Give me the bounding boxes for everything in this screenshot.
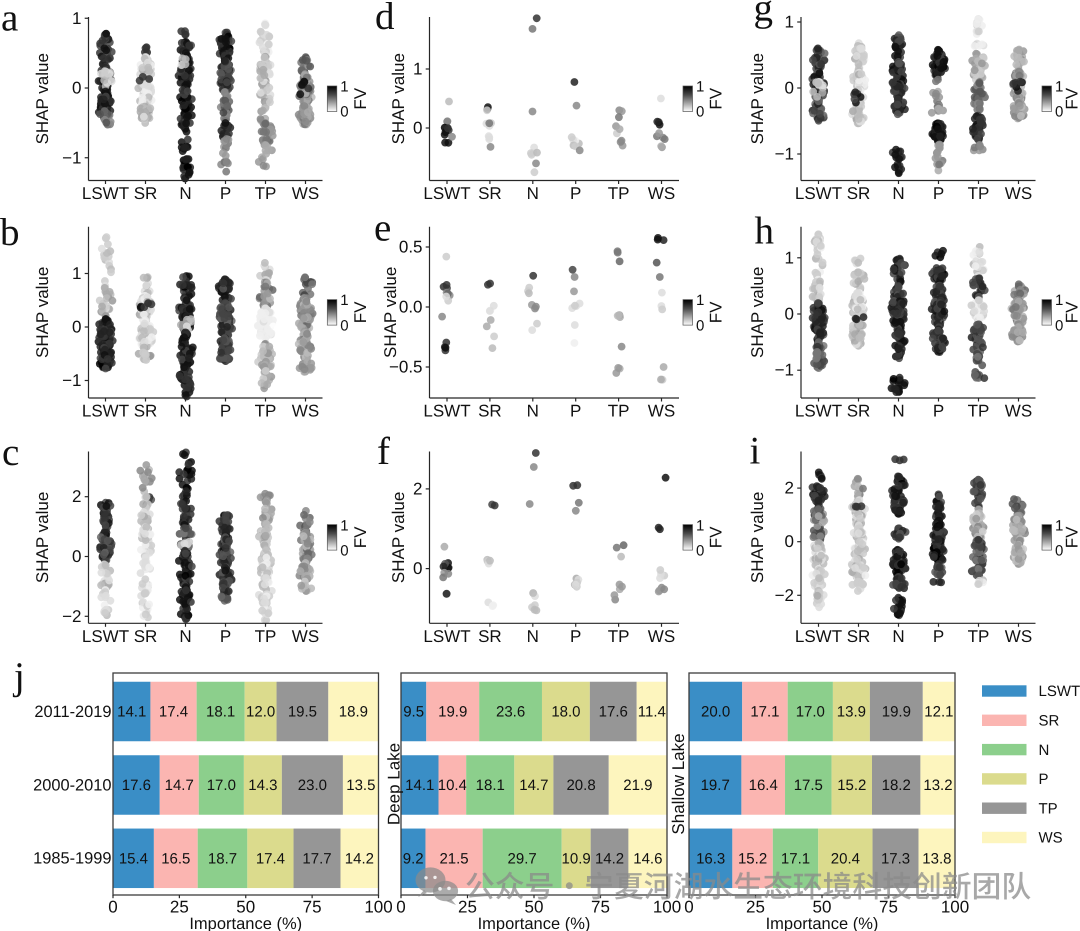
svg-text:N: N [527,627,539,646]
svg-text:0: 0 [413,119,422,138]
svg-text:WS: WS [1005,402,1032,421]
svg-text:FV: FV [1063,87,1080,109]
svg-text:LSWT: LSWT [423,627,470,646]
svg-text:LSWT: LSWT [795,184,842,203]
svg-text:N: N [179,627,191,646]
svg-text:FV: FV [351,301,370,323]
svg-text:0: 0 [72,547,81,566]
svg-text:LSWT: LSWT [423,184,470,203]
svg-text:1: 1 [340,79,348,96]
svg-text:N: N [892,402,904,421]
svg-text:LSWT: LSWT [82,627,129,646]
svg-text:−1: −1 [62,148,81,167]
svg-text:WS: WS [292,627,319,646]
svg-text:SR: SR [847,402,871,421]
svg-text:1: 1 [340,292,348,309]
svg-text:N: N [527,402,539,421]
svg-text:P: P [220,627,231,646]
svg-text:1: 1 [72,9,81,28]
svg-text:WS: WS [648,627,675,646]
svg-text:−1: −1 [775,145,794,164]
svg-text:0: 0 [72,318,81,337]
svg-text:SHAP value: SHAP value [389,492,408,583]
svg-text:FV: FV [1063,301,1080,323]
svg-text:TP: TP [608,627,630,646]
svg-text:−0.5: −0.5 [389,358,423,377]
svg-text:0: 0 [785,79,794,98]
svg-text:SR: SR [134,184,158,203]
svg-text:P: P [933,402,944,421]
svg-text:WS: WS [1005,184,1032,203]
svg-text:0: 0 [340,104,348,121]
svg-text:SHAP value: SHAP value [33,492,52,583]
svg-text:TP: TP [968,402,990,421]
svg-text:P: P [570,402,581,421]
svg-text:SR: SR [134,402,158,421]
svg-text:N: N [527,184,539,203]
svg-text:FV: FV [707,301,726,323]
svg-text:N: N [179,402,191,421]
svg-text:TP: TP [608,402,630,421]
svg-text:FV: FV [707,87,726,109]
svg-text:SHAP value: SHAP value [389,53,408,144]
svg-text:P: P [933,184,944,203]
svg-text:SR: SR [478,184,502,203]
svg-text:0: 0 [340,542,348,559]
svg-text:SHAP value: SHAP value [748,267,767,358]
svg-text:0: 0 [72,79,81,98]
svg-text:0.0: 0.0 [399,298,423,317]
svg-text:LSWT: LSWT [423,402,470,421]
svg-text:2: 2 [413,479,422,498]
svg-text:FV: FV [351,526,370,548]
svg-text:WS: WS [648,184,675,203]
svg-text:SR: SR [134,627,158,646]
svg-text:SR: SR [478,402,502,421]
svg-text:TP: TP [608,184,630,203]
svg-text:SHAP value: SHAP value [33,267,52,358]
svg-text:1: 1 [72,264,81,283]
svg-text:TP: TP [255,627,277,646]
svg-text:P: P [570,627,581,646]
svg-text:1: 1 [340,517,348,534]
svg-text:1: 1 [785,13,794,32]
svg-text:−1: −1 [62,371,81,390]
svg-text:P: P [220,402,231,421]
svg-text:0: 0 [696,317,704,334]
svg-text:−1: −1 [775,361,794,380]
svg-text:0: 0 [413,559,422,578]
svg-text:1: 1 [785,248,794,267]
svg-text:P: P [220,184,231,203]
svg-text:0: 0 [696,104,704,121]
svg-text:SR: SR [847,184,871,203]
svg-text:N: N [179,184,191,203]
svg-text:2: 2 [72,487,81,506]
svg-text:TP: TP [968,184,990,203]
svg-text:−2: −2 [62,607,81,626]
svg-text:LSWT: LSWT [82,402,129,421]
svg-text:SHAP value: SHAP value [748,53,767,144]
svg-text:TP: TP [255,402,277,421]
svg-text:N: N [892,184,904,203]
svg-text:SR: SR [478,627,502,646]
svg-text:0.5: 0.5 [399,238,423,257]
svg-text:WS: WS [648,402,675,421]
svg-text:1: 1 [696,292,704,309]
svg-text:LSWT: LSWT [82,184,129,203]
svg-text:WS: WS [292,184,319,203]
svg-text:P: P [570,184,581,203]
svg-text:WS: WS [292,402,319,421]
svg-text:1: 1 [413,60,422,79]
svg-text:FV: FV [351,87,370,109]
svg-text:SHAP value: SHAP value [381,267,400,358]
svg-text:0: 0 [696,542,704,559]
svg-text:1: 1 [696,79,704,96]
svg-text:TP: TP [255,184,277,203]
svg-text:LSWT: LSWT [795,402,842,421]
svg-text:1: 1 [696,517,704,534]
svg-text:0: 0 [340,317,348,334]
svg-text:0: 0 [785,305,794,324]
svg-text:SHAP value: SHAP value [33,53,52,144]
svg-text:FV: FV [707,526,726,548]
